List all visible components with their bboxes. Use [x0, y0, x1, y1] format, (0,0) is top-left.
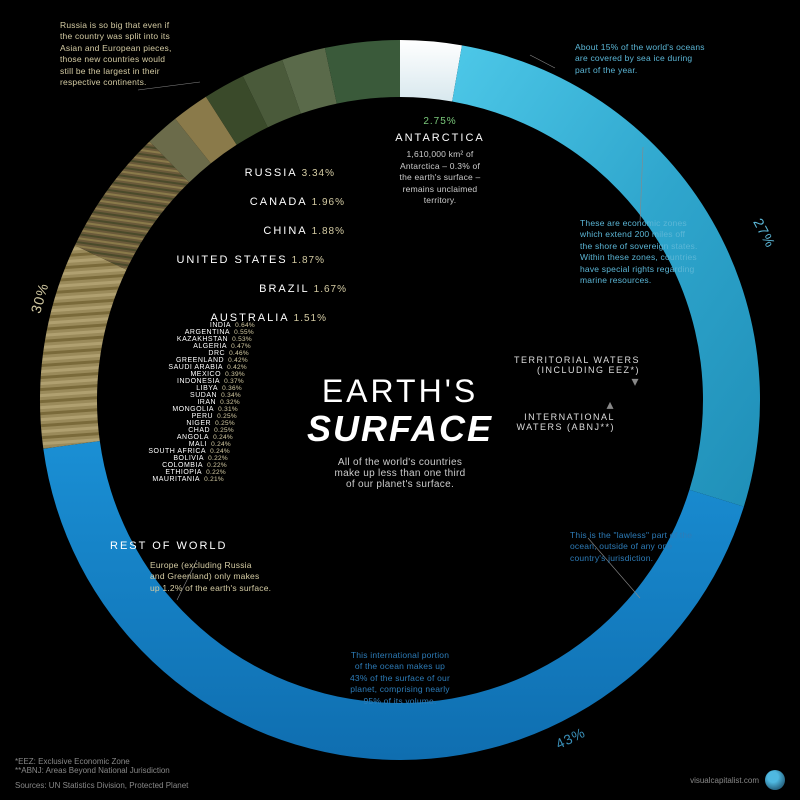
site-credit: visualcapitalist.com	[690, 776, 759, 785]
footnote-abnj: **ABNJ: Areas Beyond National Jurisdicti…	[15, 766, 188, 775]
subtitle: All of the world's countriesmake up less…	[307, 457, 493, 490]
footnote-eez: *EEZ: Exclusive Economic Zone	[15, 757, 188, 766]
international-waters-label: ▴ INTERNATIONALWATERS (ABNJ**)	[516, 400, 615, 432]
segment-russia	[325, 40, 400, 104]
antarctica-block: 2.75% ANTARCTICA 1,610,000 km² ofAntarct…	[370, 115, 510, 207]
ann-europe: Europe (excluding Russiaand Greenland) o…	[150, 560, 300, 594]
title-block: EARTH'SSURFACE All of the world's countr…	[307, 374, 493, 490]
ann-eez: These are economic zoneswhich extend 200…	[580, 218, 735, 287]
footer: *EEZ: Exclusive Economic Zone **ABNJ: Ar…	[15, 757, 785, 790]
ann-lawless: This is the "lawless" part of theocean, …	[570, 530, 730, 564]
small-country-list: INDIA0.64%ARGENTINA0.55%KAZAKHSTAN0.53%A…	[30, 322, 255, 483]
logo-icon	[765, 770, 785, 790]
title-line1: EARTH'S	[322, 373, 478, 409]
ann-volume: This international portionof the ocean m…	[325, 650, 475, 707]
territorial-waters-label: TERRITORIAL WATERS(INCLUDING EEZ*) ▾	[514, 355, 640, 387]
segment-antarctica	[400, 40, 462, 102]
large-country-list: RUSSIA3.34%CANADA1.96%CHINA1.88%UNITED S…	[70, 163, 295, 337]
sources: Sources: UN Statistics Division, Protect…	[15, 781, 188, 790]
ann-russia: Russia is so big that even ifthe country…	[60, 20, 220, 89]
rest-of-world-label: REST OF WORLD	[110, 540, 227, 552]
title-line2: SURFACE	[307, 408, 493, 449]
ann-seaice: About 15% of the world's oceansare cover…	[575, 42, 745, 76]
